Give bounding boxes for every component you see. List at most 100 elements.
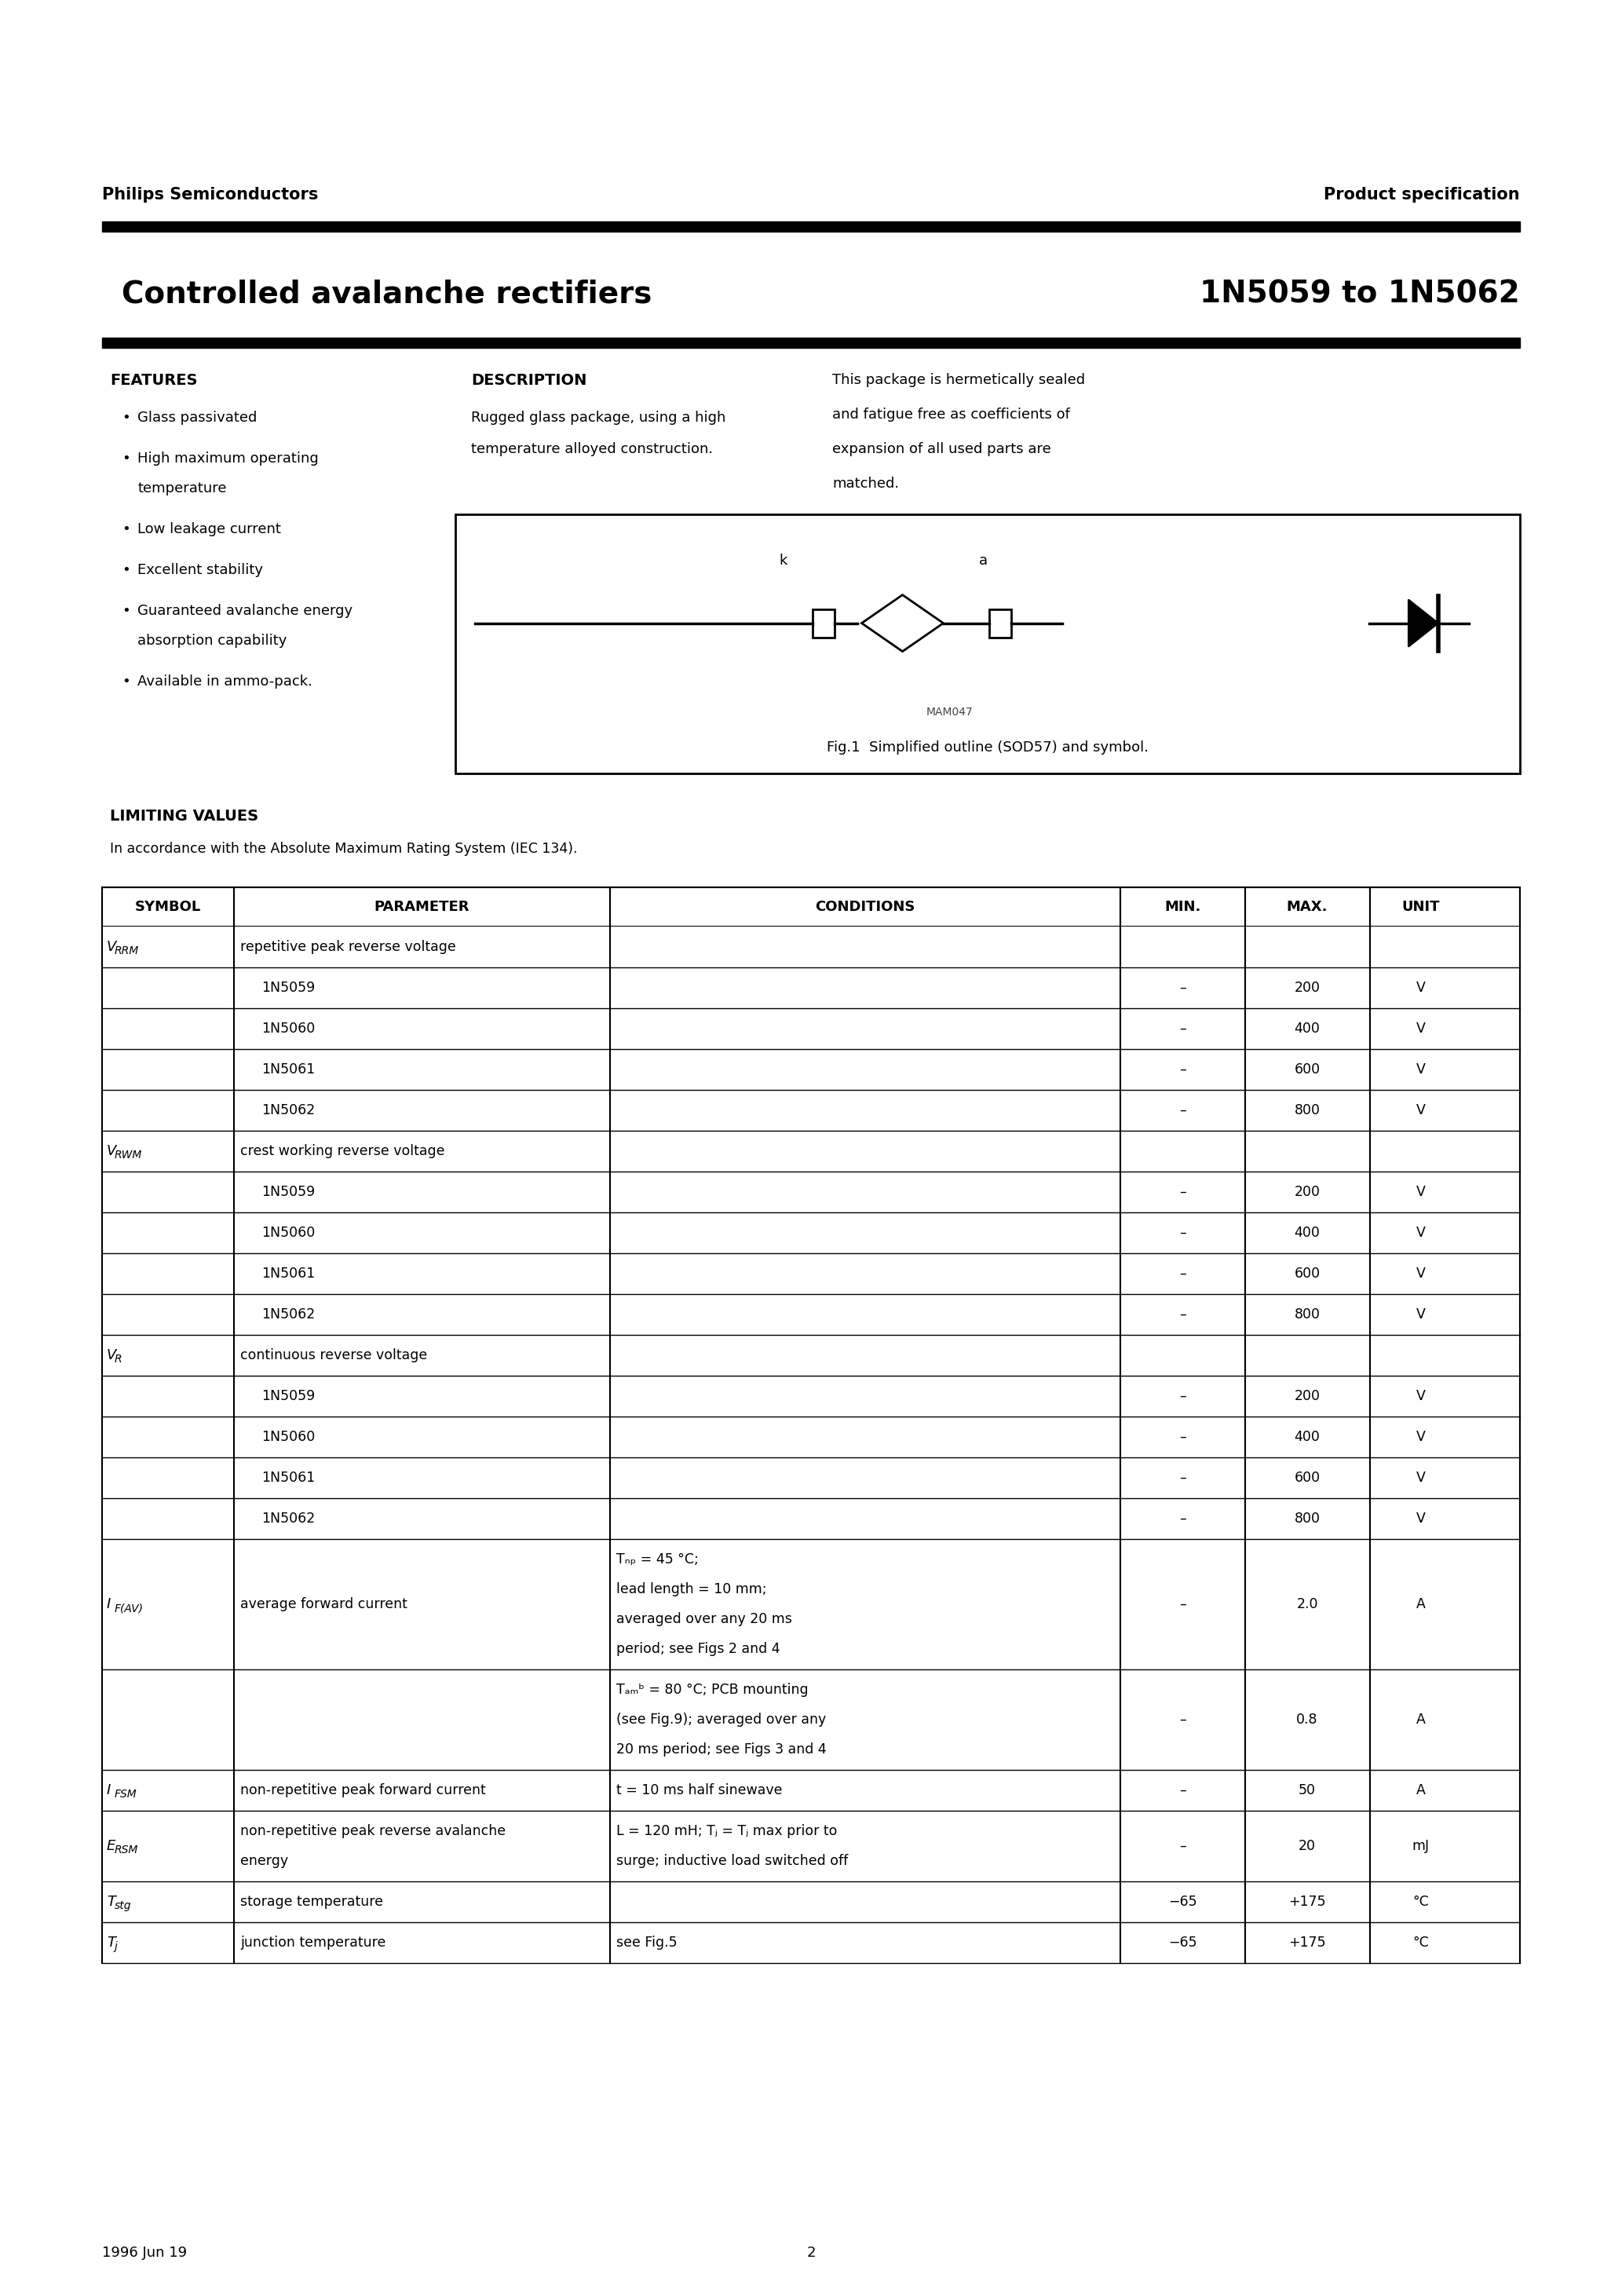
Text: mJ: mJ <box>1413 1839 1429 1853</box>
Text: 800: 800 <box>1294 1306 1320 1322</box>
Text: 200: 200 <box>1294 980 1320 994</box>
Text: •: • <box>122 411 130 425</box>
Text: –: – <box>1179 1430 1186 1444</box>
Text: −65: −65 <box>1168 1936 1197 1949</box>
Text: temperature alloyed construction.: temperature alloyed construction. <box>470 443 714 457</box>
Text: and fatigue free as coefficients of: and fatigue free as coefficients of <box>832 406 1071 422</box>
Text: non-repetitive peak reverse avalanche: non-repetitive peak reverse avalanche <box>240 1823 506 1839</box>
Text: PARAMETER: PARAMETER <box>375 900 469 914</box>
Text: V: V <box>1416 1511 1426 1527</box>
Text: I: I <box>107 1598 110 1612</box>
Bar <box>102 1171 1520 1212</box>
Text: –: – <box>1179 1389 1186 1403</box>
Bar <box>102 1669 1520 1770</box>
Text: Rugged glass package, using a high: Rugged glass package, using a high <box>470 411 725 425</box>
Text: •: • <box>122 521 130 537</box>
Text: matched.: matched. <box>832 478 899 491</box>
Text: –: – <box>1179 1267 1186 1281</box>
Text: 1N5059 to 1N5062: 1N5059 to 1N5062 <box>1200 278 1520 308</box>
Text: –: – <box>1179 1598 1186 1612</box>
Text: average forward current: average forward current <box>240 1598 407 1612</box>
Text: –: – <box>1179 1306 1186 1322</box>
Text: I: I <box>107 1784 110 1798</box>
Text: Controlled avalanche rectifiers: Controlled avalanche rectifiers <box>122 278 652 308</box>
Text: V: V <box>1416 1226 1426 1240</box>
Text: 1N5059: 1N5059 <box>261 980 315 994</box>
Text: E: E <box>107 1839 115 1853</box>
Text: In accordance with the Absolute Maximum Rating System (IEC 134).: In accordance with the Absolute Maximum … <box>110 843 577 856</box>
Text: 1N5060: 1N5060 <box>261 1226 315 1240</box>
Text: 20: 20 <box>1299 1839 1315 1853</box>
Text: Glass passivated: Glass passivated <box>138 411 256 425</box>
Bar <box>813 608 834 638</box>
Text: j: j <box>115 1940 118 1952</box>
Text: absorption capability: absorption capability <box>138 634 287 647</box>
Text: R: R <box>115 1355 122 1364</box>
Text: MIN.: MIN. <box>1165 900 1200 914</box>
Bar <box>102 967 1520 1008</box>
Text: FEATURES: FEATURES <box>110 372 198 388</box>
Text: MAM047: MAM047 <box>926 707 973 719</box>
Bar <box>102 1049 1520 1091</box>
Text: 2: 2 <box>806 2245 816 2259</box>
Text: RWM: RWM <box>115 1150 143 1159</box>
Text: Guaranteed avalanche energy: Guaranteed avalanche energy <box>138 604 352 618</box>
Bar <box>102 1499 1520 1538</box>
Bar <box>102 1417 1520 1458</box>
Text: 400: 400 <box>1294 1226 1320 1240</box>
Text: 1N5062: 1N5062 <box>261 1306 315 1322</box>
Bar <box>102 928 1520 967</box>
Text: –: – <box>1179 1063 1186 1077</box>
Text: Fig.1  Simplified outline (SOD57) and symbol.: Fig.1 Simplified outline (SOD57) and sym… <box>827 742 1148 755</box>
Text: •: • <box>122 675 130 689</box>
Text: F(AV): F(AV) <box>115 1603 144 1614</box>
Text: L = 120 mH; Tⱼ = Tⱼ max prior to: L = 120 mH; Tⱼ = Tⱼ max prior to <box>616 1823 837 1839</box>
Text: V: V <box>1416 1267 1426 1281</box>
Text: V: V <box>1416 1104 1426 1118</box>
Text: 600: 600 <box>1294 1472 1320 1486</box>
Text: FSM: FSM <box>115 1789 138 1800</box>
Text: –: – <box>1179 1472 1186 1486</box>
Text: 1N5060: 1N5060 <box>261 1430 315 1444</box>
Text: UNIT: UNIT <box>1401 900 1440 914</box>
Text: V: V <box>107 1348 117 1362</box>
Text: –: – <box>1179 1839 1186 1853</box>
Bar <box>102 1295 1520 1334</box>
Text: Philips Semiconductors: Philips Semiconductors <box>102 186 318 202</box>
Text: expansion of all used parts are: expansion of all used parts are <box>832 443 1051 457</box>
Text: –: – <box>1179 1511 1186 1527</box>
Text: 1N5061: 1N5061 <box>261 1267 315 1281</box>
Text: 1996 Jun 19: 1996 Jun 19 <box>102 2245 187 2259</box>
Bar <box>102 1008 1520 1049</box>
Text: T: T <box>107 1936 115 1949</box>
Text: surge; inductive load switched off: surge; inductive load switched off <box>616 1853 848 1869</box>
Bar <box>102 1091 1520 1130</box>
Text: non-repetitive peak forward current: non-repetitive peak forward current <box>240 1784 485 1798</box>
Text: a: a <box>978 553 988 567</box>
Bar <box>102 1254 1520 1295</box>
Text: energy: energy <box>240 1853 289 1869</box>
Bar <box>102 1922 1520 1963</box>
Text: High maximum operating: High maximum operating <box>138 452 318 466</box>
Text: •: • <box>122 452 130 466</box>
Text: V: V <box>1416 1430 1426 1444</box>
Text: –: – <box>1179 1784 1186 1798</box>
Text: 600: 600 <box>1294 1267 1320 1281</box>
Text: 400: 400 <box>1294 1430 1320 1444</box>
Text: V: V <box>107 1143 117 1157</box>
Text: •: • <box>122 563 130 576</box>
Text: This package is hermetically sealed: This package is hermetically sealed <box>832 372 1085 388</box>
Text: –: – <box>1179 1713 1186 1727</box>
Bar <box>102 338 1520 349</box>
Text: –: – <box>1179 1022 1186 1035</box>
Text: averaged over any 20 ms: averaged over any 20 ms <box>616 1612 792 1626</box>
Text: junction temperature: junction temperature <box>240 1936 386 1949</box>
Text: V: V <box>107 939 117 955</box>
Bar <box>102 886 1520 928</box>
Text: V: V <box>1416 1306 1426 1322</box>
Text: 400: 400 <box>1294 1022 1320 1035</box>
Text: 200: 200 <box>1294 1185 1320 1199</box>
Bar <box>102 1458 1520 1499</box>
Text: see Fig.5: see Fig.5 <box>616 1936 676 1949</box>
Text: 20 ms period; see Figs 3 and 4: 20 ms period; see Figs 3 and 4 <box>616 1743 826 1756</box>
